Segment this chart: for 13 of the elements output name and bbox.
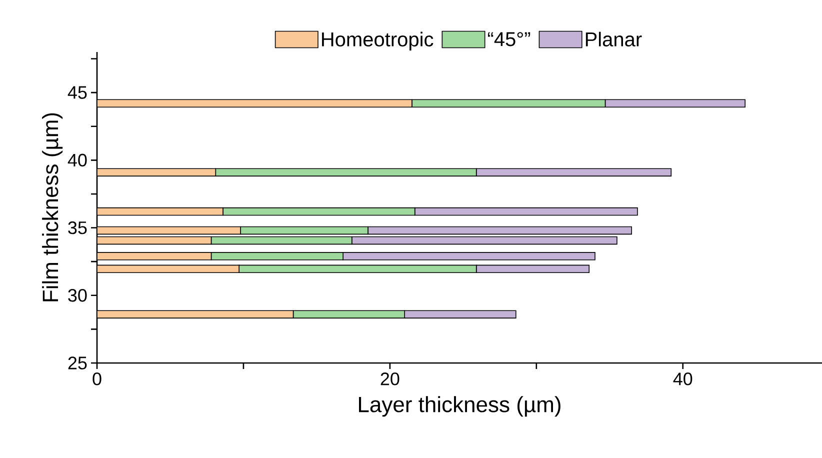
x-axis-title: Layer thickness (µm) (359, 396, 560, 417)
x-tick-label: 0 (92, 372, 102, 386)
legend-label: Homeotropic (322, 32, 434, 50)
legend-label: “45°” (488, 32, 530, 46)
legend-label: Planar (586, 32, 642, 46)
y-tick-label: 25 (68, 356, 87, 370)
y-tick-label: 35 (68, 221, 87, 234)
x-tick-label: 20 (380, 372, 400, 386)
x-tick-label: 40 (673, 372, 692, 386)
y-tick-label: 40 (68, 154, 87, 167)
y-tick-label: 30 (68, 289, 87, 302)
y-axis-title: Film thickness (µm) (42, 113, 63, 302)
y-tick-label: 45 (68, 86, 87, 99)
